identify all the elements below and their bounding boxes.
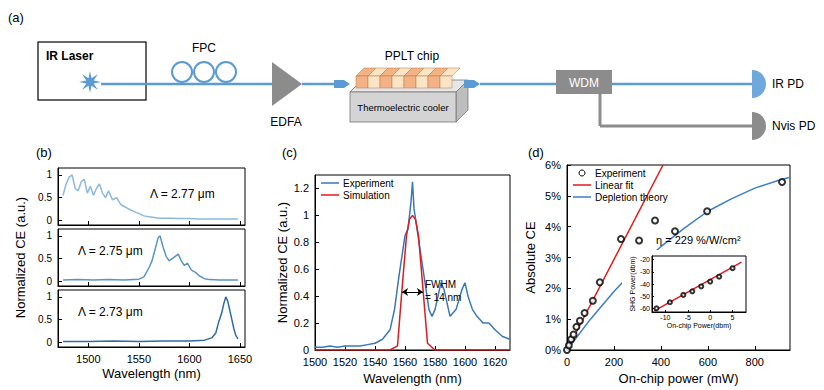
- svg-text:-10: -10: [660, 314, 670, 321]
- svg-text:0: 0: [46, 215, 52, 226]
- svg-text:0.8: 0.8: [294, 236, 309, 248]
- svg-text:0%: 0%: [545, 344, 561, 356]
- svg-text:IR PD: IR PD: [772, 77, 804, 91]
- svg-text:-40: -40: [640, 281, 650, 288]
- svg-text:Λ = 2.75 μm: Λ = 2.75 μm: [78, 244, 143, 258]
- svg-text:Λ = 2.73 μm: Λ = 2.73 μm: [78, 305, 143, 319]
- svg-text:Experiment: Experiment: [343, 178, 394, 189]
- svg-text:1650: 1650: [228, 353, 252, 365]
- svg-text:0: 0: [564, 356, 570, 368]
- svg-text:Normalized CE (a.u.): Normalized CE (a.u.): [275, 202, 290, 323]
- svg-text:0.6: 0.6: [294, 263, 309, 275]
- svg-text:400: 400: [652, 356, 670, 368]
- svg-text:0.2: 0.2: [294, 317, 309, 329]
- svg-text:= 14 nm: = 14 nm: [425, 292, 461, 303]
- svg-text:Experiment: Experiment: [595, 168, 646, 179]
- svg-text:5: 5: [731, 314, 735, 321]
- svg-text:Thermoelectric cooler: Thermoelectric cooler: [357, 102, 448, 113]
- svg-text:PPLT chip: PPLT chip: [385, 49, 440, 63]
- svg-text:0: 0: [708, 314, 712, 321]
- svg-text:Absolute CE: Absolute CE: [523, 221, 538, 294]
- svg-text:EDFA: EDFA: [270, 115, 301, 129]
- svg-text:Nvis PD: Nvis PD: [772, 119, 816, 133]
- svg-text:1600: 1600: [177, 353, 201, 365]
- svg-text:0.5: 0.5: [38, 314, 52, 325]
- svg-text:3%: 3%: [545, 252, 561, 264]
- svg-text:1: 1: [303, 209, 309, 221]
- svg-text:0: 0: [46, 337, 52, 348]
- svg-text:(d): (d): [528, 145, 544, 160]
- svg-text:(a): (a): [8, 10, 24, 25]
- svg-text:On-chip Power(dbm): On-chip Power(dbm): [667, 322, 732, 330]
- svg-text:1520: 1520: [333, 356, 357, 368]
- svg-text:1: 1: [46, 169, 52, 180]
- svg-text:1500: 1500: [303, 356, 327, 368]
- svg-text:600: 600: [699, 356, 717, 368]
- svg-text:5%: 5%: [545, 190, 561, 202]
- svg-text:Λ = 2.77 μm: Λ = 2.77 μm: [150, 187, 215, 201]
- svg-text:-30: -30: [640, 268, 650, 275]
- svg-text:1500: 1500: [76, 353, 100, 365]
- svg-text:Wavelength (nm): Wavelength (nm): [363, 371, 462, 386]
- svg-text:1560: 1560: [393, 356, 417, 368]
- svg-text:Linear fit: Linear fit: [595, 180, 634, 191]
- svg-text:1600: 1600: [453, 356, 477, 368]
- svg-text:0: 0: [46, 276, 52, 287]
- svg-text:On-chip power (mW): On-chip power (mW): [619, 371, 739, 386]
- svg-text:6%: 6%: [545, 159, 561, 171]
- svg-text:200: 200: [605, 356, 623, 368]
- svg-text:1.2: 1.2: [294, 182, 309, 194]
- svg-text:(b): (b): [36, 145, 52, 160]
- svg-text:1540: 1540: [363, 356, 387, 368]
- svg-text:2%: 2%: [545, 282, 561, 294]
- svg-text:-60: -60: [640, 305, 650, 312]
- svg-text:FPC: FPC: [192, 41, 216, 55]
- svg-text:-5: -5: [685, 314, 691, 321]
- svg-text:Simulation: Simulation: [343, 190, 390, 201]
- svg-text:0.4: 0.4: [294, 290, 309, 302]
- svg-text:WDM: WDM: [569, 76, 599, 90]
- svg-text:1: 1: [46, 230, 52, 241]
- svg-text:η = 229 %/W/cm²: η = 229 %/W/cm²: [656, 234, 741, 246]
- svg-text:SHG Power(dbm): SHG Power(dbm): [629, 256, 637, 311]
- svg-text:Depletion theory: Depletion theory: [595, 192, 668, 203]
- svg-text:-20: -20: [640, 256, 650, 263]
- svg-text:4%: 4%: [545, 221, 561, 233]
- svg-text:FWHM: FWHM: [425, 279, 456, 290]
- svg-text:Wavelength (nm): Wavelength (nm): [102, 366, 201, 381]
- svg-text:0: 0: [303, 344, 309, 356]
- svg-text:IR Laser: IR Laser: [46, 49, 94, 63]
- svg-text:800: 800: [746, 356, 764, 368]
- svg-text:0.5: 0.5: [38, 253, 52, 264]
- svg-text:1550: 1550: [127, 353, 151, 365]
- svg-text:-50: -50: [640, 293, 650, 300]
- svg-text:Normalized CE (a.u.): Normalized CE (a.u.): [13, 197, 28, 318]
- svg-text:1620: 1620: [483, 356, 507, 368]
- svg-text:1%: 1%: [545, 313, 561, 325]
- svg-text:(c): (c): [282, 145, 297, 160]
- svg-text:1: 1: [46, 291, 52, 302]
- svg-text:0.5: 0.5: [38, 192, 52, 203]
- svg-text:1580: 1580: [423, 356, 447, 368]
